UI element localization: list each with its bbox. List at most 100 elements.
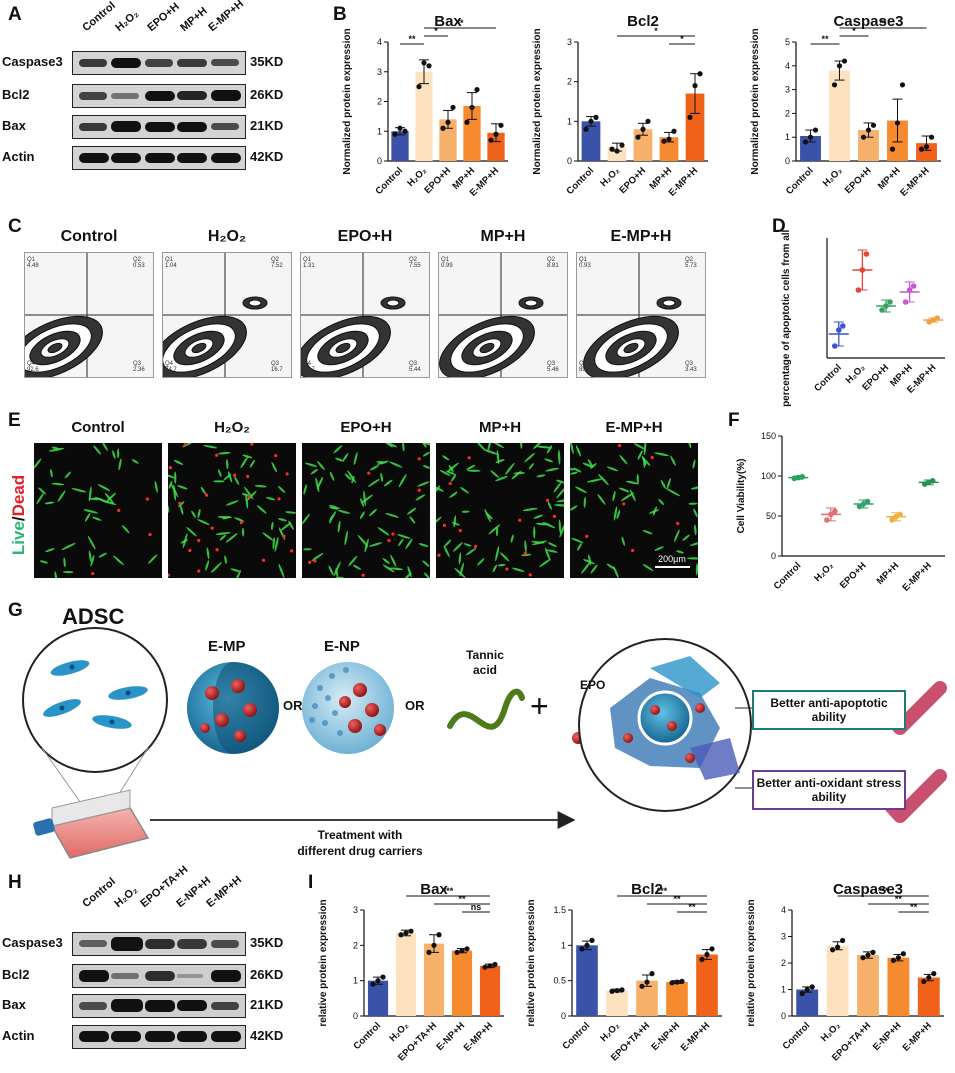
quadrant-value: Q1 xyxy=(27,257,36,263)
dead-cell xyxy=(117,508,121,512)
live-cell xyxy=(445,470,456,475)
live-cell xyxy=(492,564,498,573)
blot-row: Caspase3 35KD xyxy=(2,932,283,956)
y-tick-label: 0 xyxy=(377,156,382,166)
data-point xyxy=(804,986,810,993)
live-cell xyxy=(71,488,87,493)
live-cell xyxy=(689,541,698,546)
density-contour xyxy=(479,342,495,354)
live-cell xyxy=(405,538,413,550)
data-point xyxy=(863,251,870,257)
data-point xyxy=(889,146,896,152)
live-cell xyxy=(94,496,109,503)
blot-a-lane-label: E-MP+H xyxy=(206,0,247,34)
live-cell xyxy=(658,498,665,506)
schematic-drawing xyxy=(22,627,947,859)
live-cell xyxy=(547,501,552,510)
live-cell xyxy=(475,443,486,451)
density-contour xyxy=(47,342,63,354)
chart-svg: Caspase3 relative protein expression 0 1 2 3 4… xyxy=(746,881,944,1063)
dead-cell xyxy=(528,573,532,577)
live-cell xyxy=(620,492,635,502)
blot-kd-label: 26KD xyxy=(250,87,284,102)
dead-cell xyxy=(391,532,395,536)
live-cell xyxy=(39,560,49,564)
y-tick-label: 3 xyxy=(785,85,790,95)
live-cell xyxy=(436,516,442,526)
data-point xyxy=(674,979,680,985)
blot-kd-label: 21KD xyxy=(250,997,284,1012)
live-cell xyxy=(337,520,341,533)
bar xyxy=(606,990,628,1016)
live-cell xyxy=(616,510,621,520)
blot-row: Bax 21KD xyxy=(2,994,283,1018)
quadrant-value: Q4 xyxy=(165,361,174,367)
data-point xyxy=(482,964,488,970)
dead-cell xyxy=(210,526,214,530)
schematic-panel: ADSC E-MP E-NP OR OR Tannic acid + EPO T… xyxy=(0,598,955,860)
quadrant-value: Q1 xyxy=(579,257,588,263)
live-cell xyxy=(280,522,292,531)
live-cell xyxy=(693,508,698,518)
live-cell xyxy=(488,524,501,535)
y-tick-label: 1 xyxy=(781,985,786,995)
y-tick-label: 2 xyxy=(785,108,790,118)
live-cell xyxy=(335,568,339,578)
quadrant-value: 92.6 xyxy=(27,367,39,373)
data-point xyxy=(614,987,620,994)
live-cell xyxy=(48,447,65,452)
live-cell xyxy=(333,445,343,454)
data-point xyxy=(923,144,930,150)
live-cell xyxy=(329,511,337,522)
treated-cells-circle xyxy=(578,638,752,812)
live-cell xyxy=(278,563,285,578)
blot-kd-label: 26KD xyxy=(250,967,284,982)
dead-cell xyxy=(617,443,622,448)
y-tick-label: 0.5 xyxy=(553,976,566,986)
x-category-label: H₂O₂ xyxy=(598,165,622,189)
data-point xyxy=(593,114,599,120)
live-cell xyxy=(368,508,377,517)
y-tick-label: 3 xyxy=(567,37,572,47)
data-point xyxy=(870,949,876,955)
live-cell xyxy=(618,487,630,493)
live-cell xyxy=(256,505,267,514)
y-axis-label: Normalized protein expression xyxy=(750,28,761,174)
live-cell xyxy=(278,485,286,494)
live-cell xyxy=(388,567,404,571)
quadrant-value: 7.55 xyxy=(409,263,421,269)
fluorescence-image: 200μm xyxy=(570,443,698,578)
live-cell xyxy=(524,540,527,553)
dead-cell xyxy=(448,481,452,486)
live-cell xyxy=(310,468,319,475)
live-cell xyxy=(692,459,696,469)
data-point xyxy=(671,128,677,134)
live-cell xyxy=(409,516,416,524)
arrow-caption: Treatment with different drug carriers xyxy=(250,828,470,859)
live-cell xyxy=(213,480,225,483)
blot-protein-label: Bax xyxy=(2,997,26,1012)
live-cell xyxy=(218,469,222,478)
quadrant-value: Q2 xyxy=(133,257,142,263)
live-cell xyxy=(178,501,185,508)
y-tick-label: 0 xyxy=(785,156,790,166)
live-cell xyxy=(407,566,412,578)
live-cell xyxy=(556,486,564,499)
live-cell xyxy=(495,459,505,463)
live-cell xyxy=(87,535,96,550)
blot-kd-label: 21KD xyxy=(250,118,284,133)
live-cell xyxy=(262,532,274,541)
live-cell xyxy=(361,494,374,504)
live-cell xyxy=(240,456,249,469)
scale-bar-label: 200μm xyxy=(658,554,686,564)
data-point xyxy=(809,984,815,990)
y-axis-label: Normalized protein expression xyxy=(532,28,543,174)
bar xyxy=(636,980,658,1016)
quadrant-value: 5.46 xyxy=(547,367,559,373)
data-point xyxy=(799,474,806,480)
data-point xyxy=(870,122,877,128)
chart-svg: Caspase3 Normalized protein expression 0 1 2… xyxy=(750,13,941,199)
live-cell xyxy=(38,487,47,495)
chart-svg: Bcl2 relative protein expression 0 0.5 1 1.5 C… xyxy=(526,881,722,1063)
live-cell xyxy=(226,458,229,470)
